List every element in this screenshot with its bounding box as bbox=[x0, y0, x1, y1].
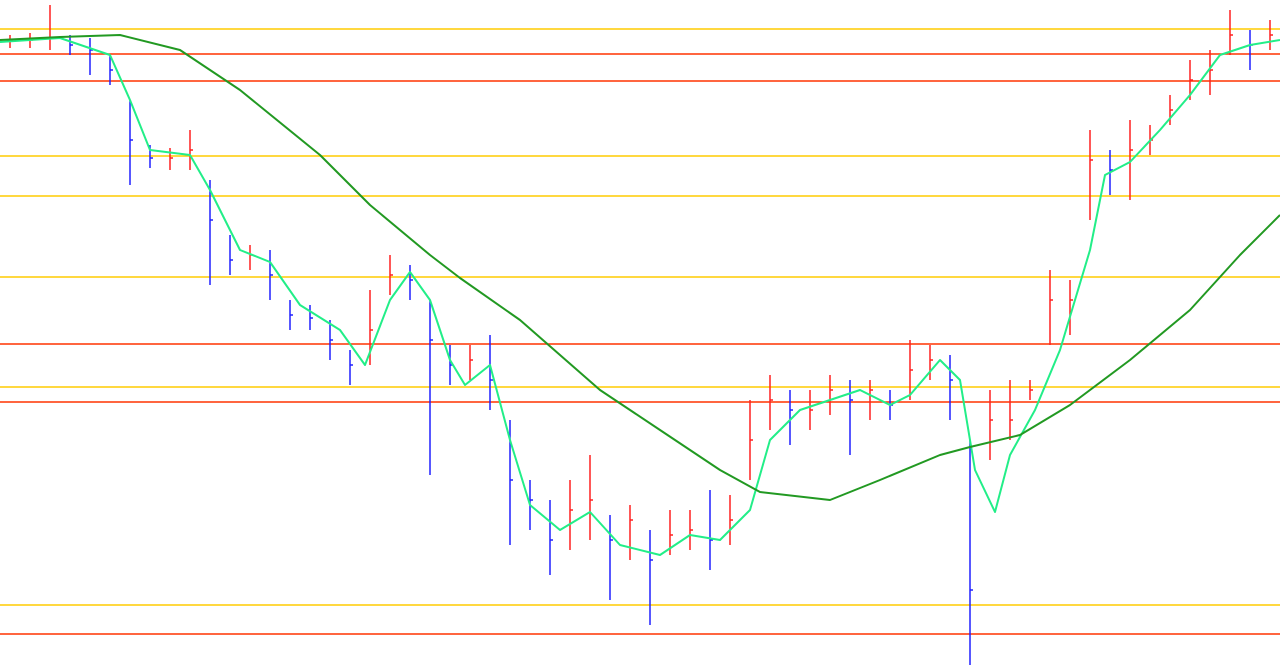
moving-average bbox=[0, 34, 1280, 501]
moving-average bbox=[0, 37, 1280, 556]
